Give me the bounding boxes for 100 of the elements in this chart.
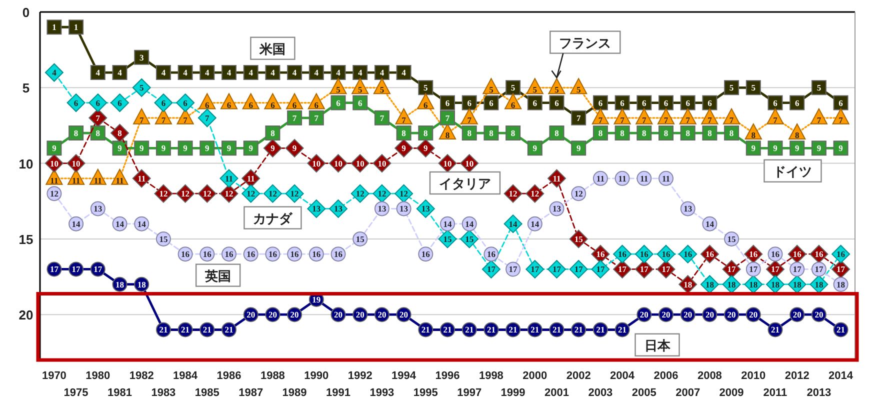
data-label: 6	[161, 98, 166, 108]
data-label: 11	[618, 173, 626, 184]
x-tick-label: 2013	[806, 387, 832, 399]
x-tick-label: 1984	[173, 370, 198, 382]
data-label: 7	[816, 114, 822, 125]
data-label: 16	[814, 249, 824, 260]
data-label: 18	[836, 279, 846, 290]
series-label: ドイツ	[773, 164, 812, 180]
data-label: 6	[292, 100, 297, 110]
data-label: 12	[50, 188, 58, 199]
point	[724, 80, 740, 96]
data-label: 14	[443, 218, 452, 229]
data-label: 11	[224, 173, 234, 184]
point	[68, 20, 84, 35]
x-tick-label: 1992	[348, 370, 372, 382]
point	[484, 126, 499, 141]
data-label: 16	[792, 249, 802, 260]
data-label: 16	[684, 249, 692, 260]
data-label: 13	[94, 204, 102, 214]
data-label: 8	[794, 130, 800, 140]
data-label: 8	[510, 128, 516, 138]
data-label: 18	[771, 279, 780, 290]
series-label: 日本	[644, 338, 672, 354]
data-label: 5	[336, 84, 340, 95]
data-label: 17	[662, 264, 671, 274]
data-label: 14	[116, 218, 125, 229]
data-label: 16	[312, 249, 321, 260]
data-label: 20	[749, 310, 758, 320]
point	[156, 65, 171, 80]
x-tick-label: 1975	[64, 387, 88, 399]
data-label: 18	[137, 279, 146, 290]
data-label: 9	[183, 143, 188, 154]
point	[110, 124, 129, 142]
data-label: 7	[773, 114, 778, 125]
data-label: 16	[486, 249, 496, 260]
data-label: 8	[708, 128, 712, 138]
x-tick-label: 1982	[129, 370, 154, 382]
data-label: 4	[292, 68, 298, 78]
data-label: 12	[159, 188, 168, 199]
data-label: 17	[508, 264, 518, 274]
data-label: 7	[402, 114, 407, 125]
data-label: 8	[642, 128, 646, 138]
data-label: 7	[445, 112, 450, 123]
y-tick-label: 5	[22, 80, 30, 96]
data-label: 21	[618, 324, 627, 335]
data-label: 18	[727, 279, 736, 290]
point	[88, 94, 108, 112]
data-label: 5	[139, 82, 144, 93]
data-label: 5	[729, 82, 734, 93]
x-tick-label: 2007	[676, 387, 700, 399]
data-label: 17	[640, 264, 650, 274]
x-tick-label: 1993	[370, 387, 394, 399]
data-label: 7	[139, 114, 144, 125]
data-label: 11	[72, 175, 80, 186]
data-label: 13	[421, 204, 430, 214]
point	[614, 126, 630, 141]
data-label: 5	[751, 82, 756, 93]
data-label: 16	[246, 249, 256, 260]
data-label: 20	[814, 310, 824, 320]
data-label: 12	[181, 188, 190, 199]
data-label: 9	[773, 143, 778, 154]
data-label: 21	[552, 324, 561, 335]
data-label: 12	[202, 188, 212, 199]
data-label: 19	[312, 294, 321, 304]
data-label: 1	[74, 22, 78, 32]
data-label: 8	[467, 128, 472, 138]
data-label: 7	[838, 114, 844, 125]
data-label: 6	[118, 98, 122, 108]
data-label: 21	[202, 324, 212, 335]
data-label: 17	[530, 264, 540, 274]
data-label: 17	[771, 264, 780, 274]
data-label: 1	[52, 22, 56, 32]
x-tick-label: 2006	[654, 370, 678, 382]
point	[285, 138, 304, 158]
data-label: 20	[378, 310, 386, 320]
data-label: 21	[596, 324, 605, 335]
data-label: 7	[161, 114, 166, 125]
data-label: 11	[662, 173, 670, 184]
series-label: 米国	[258, 42, 286, 58]
data-label: 7	[576, 112, 582, 123]
data-label: 6	[554, 98, 559, 108]
data-label: 5	[576, 84, 581, 95]
x-tick-label: 1995	[413, 387, 438, 399]
data-label: 20	[640, 310, 648, 320]
data-label: 6	[96, 98, 100, 108]
point	[352, 78, 369, 94]
data-label: 9	[292, 143, 297, 154]
data-label: 16	[618, 249, 627, 260]
point	[46, 20, 62, 35]
data-label: 8	[118, 128, 122, 138]
data-label: 6	[686, 98, 690, 108]
data-label: 7	[183, 114, 188, 125]
data-label: 11	[552, 173, 561, 184]
data-label: 4	[52, 68, 58, 78]
data-label: 9	[402, 143, 406, 154]
data-label: 18	[814, 279, 824, 290]
data-label: 4	[402, 68, 407, 78]
data-label: 4	[314, 68, 320, 78]
data-label: 10	[465, 158, 474, 168]
data-label: 14	[530, 218, 540, 229]
